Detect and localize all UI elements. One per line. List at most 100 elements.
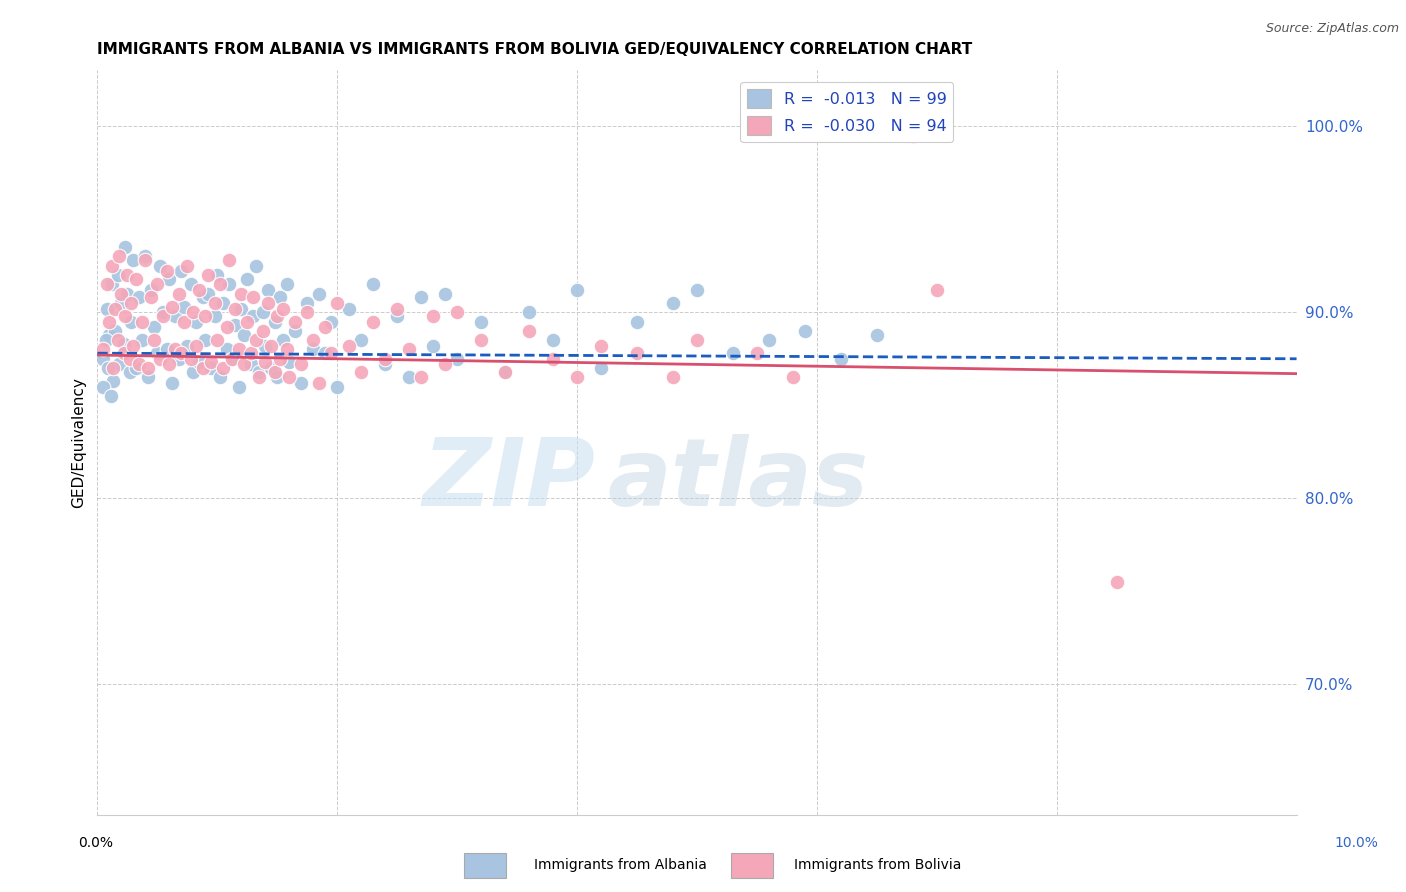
Point <box>242 290 264 304</box>
Point <box>422 339 444 353</box>
Point <box>350 333 373 347</box>
Point <box>208 277 231 292</box>
Point <box>626 315 648 329</box>
Point <box>117 286 139 301</box>
Point <box>434 286 457 301</box>
Point <box>745 346 768 360</box>
Point <box>314 320 336 334</box>
Point <box>284 324 307 338</box>
Point <box>118 351 141 366</box>
Point <box>157 272 180 286</box>
Point <box>100 277 122 292</box>
Point <box>152 309 174 323</box>
Text: 10.0%: 10.0% <box>1334 836 1379 850</box>
Point <box>278 370 301 384</box>
Point <box>112 337 135 351</box>
Point <box>149 351 172 366</box>
Point <box>224 301 246 316</box>
Point <box>114 309 136 323</box>
Point <box>146 277 169 292</box>
Point <box>662 296 685 310</box>
Point <box>470 315 492 329</box>
Point <box>266 309 288 323</box>
Point <box>290 376 312 390</box>
Point <box>149 259 172 273</box>
Point <box>204 296 226 310</box>
Point <box>263 315 285 329</box>
Point <box>295 296 318 310</box>
Point <box>142 320 165 334</box>
Point <box>758 333 780 347</box>
Point <box>308 376 330 390</box>
Point <box>866 327 889 342</box>
Point <box>100 389 122 403</box>
Point <box>721 346 744 360</box>
Point <box>337 339 360 353</box>
Point <box>131 315 153 329</box>
Point <box>110 296 132 310</box>
Legend: R =  -0.013   N = 99, R =  -0.030   N = 94: R = -0.013 N = 99, R = -0.030 N = 94 <box>741 82 953 142</box>
Point <box>242 309 264 323</box>
Point <box>385 309 408 323</box>
Point <box>191 290 214 304</box>
Point <box>125 272 148 286</box>
Point <box>122 339 145 353</box>
Point <box>136 370 159 384</box>
Point <box>120 296 142 310</box>
Point <box>100 259 122 273</box>
Point <box>686 333 709 347</box>
Point <box>181 365 204 379</box>
Point <box>290 357 312 371</box>
Point <box>176 259 198 273</box>
Point <box>361 277 384 292</box>
Point <box>110 286 132 301</box>
Point <box>541 351 564 366</box>
Point <box>176 339 198 353</box>
Point <box>93 351 115 366</box>
Point <box>194 333 217 347</box>
Point <box>173 315 195 329</box>
Point <box>108 357 131 371</box>
Point <box>284 315 307 329</box>
Point <box>266 370 288 384</box>
Point <box>221 351 243 366</box>
Point <box>125 361 148 376</box>
Point <box>94 333 117 347</box>
Point <box>245 333 267 347</box>
Point <box>925 283 948 297</box>
Text: Immigrants from Bolivia: Immigrants from Bolivia <box>794 858 962 872</box>
Point <box>98 327 121 342</box>
Point <box>146 346 169 360</box>
Point <box>830 351 852 366</box>
Point <box>271 333 294 347</box>
Point <box>236 315 259 329</box>
Point <box>374 351 396 366</box>
Point <box>104 301 127 316</box>
Point <box>321 315 343 329</box>
Text: ZIP: ZIP <box>422 434 595 525</box>
Point <box>228 343 250 357</box>
Point <box>494 365 516 379</box>
Point <box>215 320 238 334</box>
Point <box>589 339 612 353</box>
Point <box>197 268 219 282</box>
Point <box>207 268 229 282</box>
Text: Source: ZipAtlas.com: Source: ZipAtlas.com <box>1265 22 1399 36</box>
Point <box>901 128 924 143</box>
Point <box>231 286 253 301</box>
Point <box>269 290 291 304</box>
Point <box>247 370 270 384</box>
Text: 0.0%: 0.0% <box>79 836 112 850</box>
Point <box>101 374 124 388</box>
Point <box>434 357 457 371</box>
Point <box>141 290 163 304</box>
Point <box>218 277 240 292</box>
Point <box>184 315 207 329</box>
Point <box>374 357 396 371</box>
Point <box>350 365 373 379</box>
Point <box>252 305 274 319</box>
Point <box>165 309 187 323</box>
Point <box>541 333 564 347</box>
Point <box>160 300 183 314</box>
Point <box>142 333 165 347</box>
